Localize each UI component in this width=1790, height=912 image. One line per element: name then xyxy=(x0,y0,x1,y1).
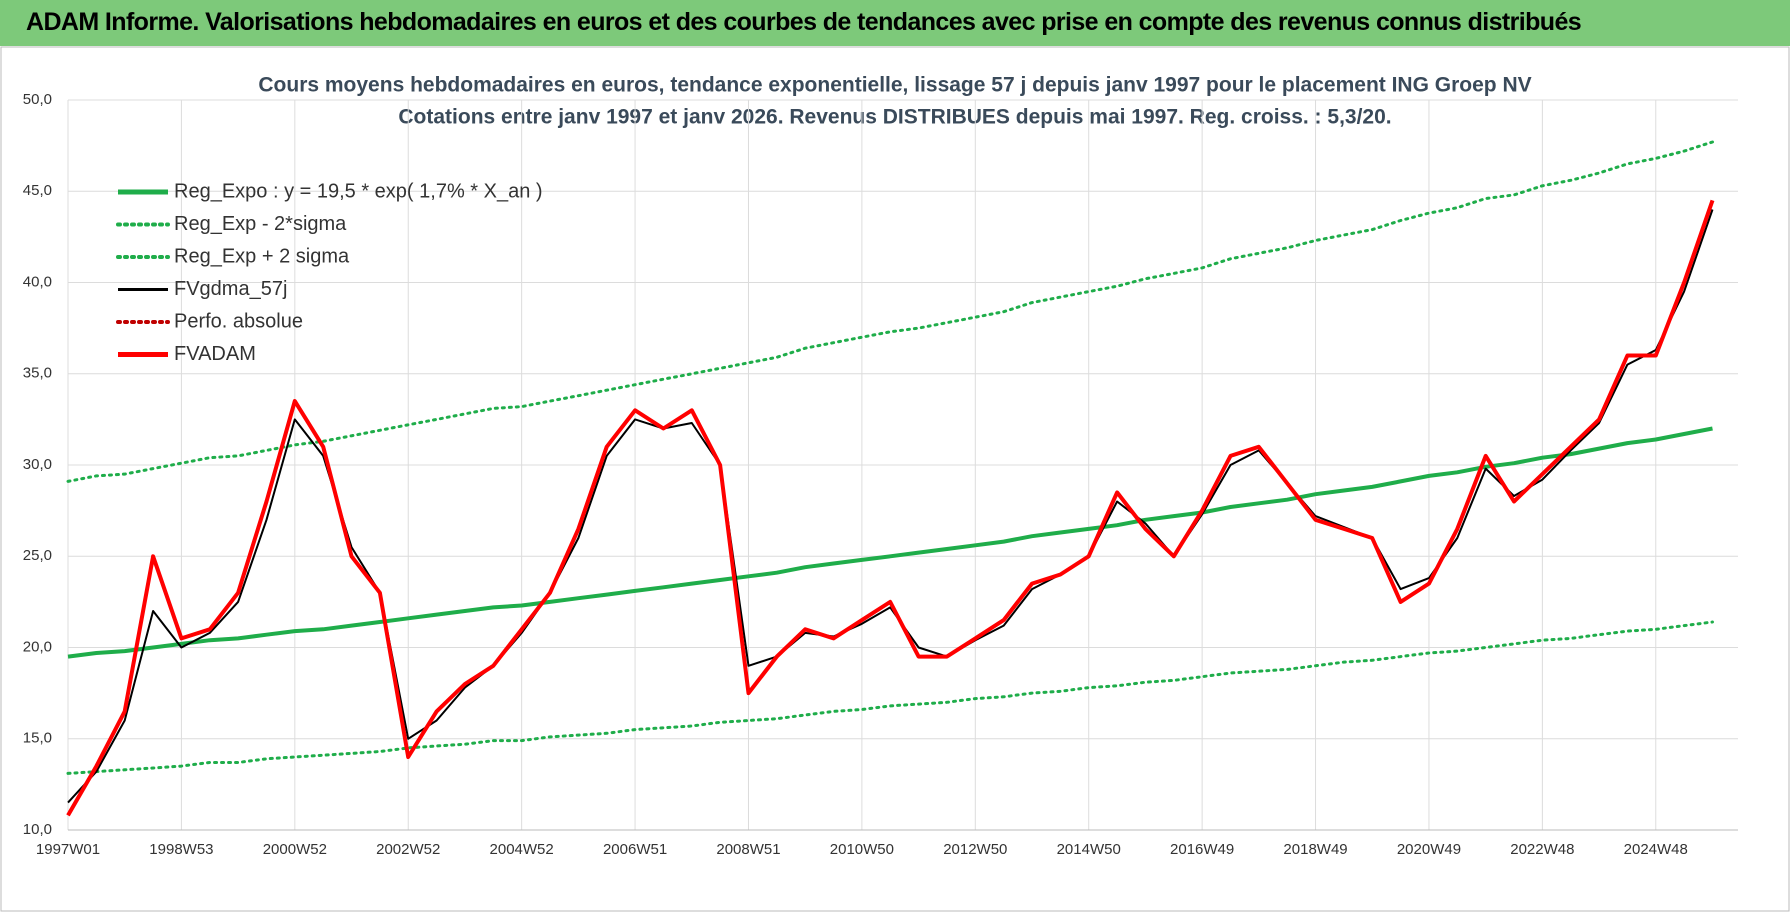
x-tick-label: 2022W48 xyxy=(1510,841,1574,858)
x-tick-label: 2004W52 xyxy=(490,841,554,858)
x-tick-label: 2002W52 xyxy=(376,841,440,858)
x-tick-label: 2000W52 xyxy=(263,841,327,858)
y-tick-label: 10,0 xyxy=(23,821,52,838)
x-tick-label: 2024W48 xyxy=(1624,841,1688,858)
y-tick-label: 30,0 xyxy=(23,456,52,473)
y-tick-label: 15,0 xyxy=(23,730,52,747)
x-tick-label: 2008W51 xyxy=(716,841,780,858)
chart-title: Cours moyens hebdomadaires en euros, ten… xyxy=(258,74,1531,97)
legend-label: Reg_Exp - 2*sigma xyxy=(174,213,347,235)
y-tick-label: 45,0 xyxy=(23,182,52,199)
y-tick-label: 25,0 xyxy=(23,547,52,564)
chart-frame xyxy=(0,46,1790,912)
legend-label: FVADAM xyxy=(174,343,256,365)
x-tick-label: 1998W53 xyxy=(149,841,213,858)
legend-label: FVgdma_57j xyxy=(174,278,287,300)
series-line xyxy=(66,620,1714,775)
series-line xyxy=(66,140,1714,483)
header-title: ADAM Informe. Valorisations hebdomadaire… xyxy=(26,8,1582,36)
x-tick-label: 2012W50 xyxy=(943,841,1007,858)
legend-label: Reg_Expo : y = 19,5 * exp( 1,7% * X_an ) xyxy=(174,180,543,202)
x-tick-label: 2016W49 xyxy=(1170,841,1234,858)
x-tick-label: 2010W50 xyxy=(830,841,894,858)
x-tick-label: 2014W50 xyxy=(1057,841,1121,858)
chart: Cours moyens hebdomadaires en euros, ten… xyxy=(0,46,1790,912)
x-tick-label: 1997W01 xyxy=(36,841,100,858)
y-tick-label: 35,0 xyxy=(23,365,52,382)
y-tick-label: 50,0 xyxy=(23,91,52,108)
series-line xyxy=(67,426,1713,659)
y-tick-label: 20,0 xyxy=(23,638,52,655)
x-tick-label: 2006W51 xyxy=(603,841,667,858)
chart-subtitle: Cotations entre janv 1997 et janv 2026. … xyxy=(398,106,1391,129)
x-tick-label: 2018W49 xyxy=(1283,841,1347,858)
header: ADAM Informe. Valorisations hebdomadaire… xyxy=(0,0,1790,46)
series-line xyxy=(66,199,1715,817)
legend-label: Perfo. absolue xyxy=(174,310,303,332)
x-tick-label: 2020W49 xyxy=(1397,841,1461,858)
y-tick-label: 40,0 xyxy=(23,273,52,290)
legend-label: Reg_Exp + 2 sigma xyxy=(174,245,350,267)
